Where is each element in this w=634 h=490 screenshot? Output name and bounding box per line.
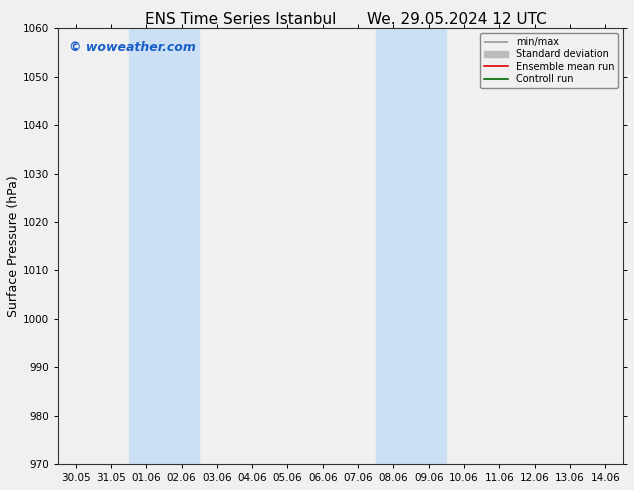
Y-axis label: Surface Pressure (hPa): Surface Pressure (hPa) xyxy=(7,175,20,317)
Text: ENS Time Series Istanbul: ENS Time Series Istanbul xyxy=(145,12,337,27)
Text: © woweather.com: © woweather.com xyxy=(69,41,196,54)
Text: We. 29.05.2024 12 UTC: We. 29.05.2024 12 UTC xyxy=(366,12,547,27)
Bar xyxy=(376,28,446,464)
Legend: min/max, Standard deviation, Ensemble mean run, Controll run: min/max, Standard deviation, Ensemble me… xyxy=(480,33,618,88)
Bar xyxy=(129,28,199,464)
